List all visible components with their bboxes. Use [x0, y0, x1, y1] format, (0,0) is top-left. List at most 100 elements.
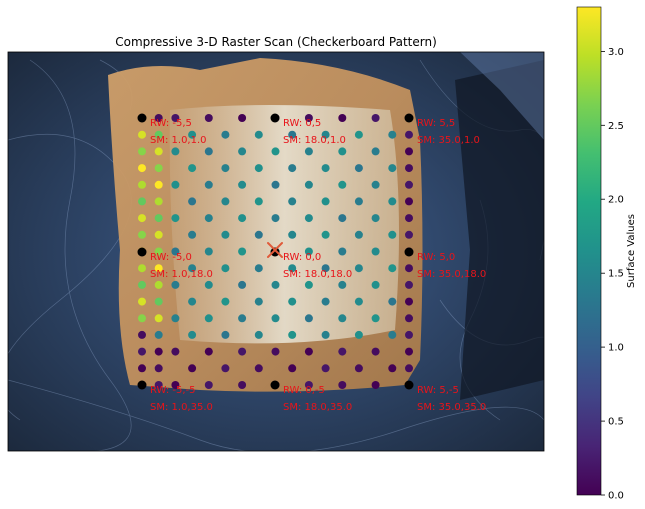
scatter-point — [405, 330, 413, 339]
scatter-point — [371, 347, 380, 356]
reference-marker-dot — [137, 380, 147, 390]
scatter-point — [154, 214, 163, 223]
scatter-point — [321, 230, 330, 239]
scatter-point — [171, 180, 180, 189]
scatter-point — [338, 347, 347, 356]
scatter-point — [238, 180, 247, 189]
scatter-point — [154, 381, 163, 389]
chart-title: Compressive 3-D Raster Scan (Checkerboar… — [115, 35, 437, 49]
reference-marker: RW: -5,0 SM: 1.0,18.0 — [137, 247, 213, 280]
scatter-point — [188, 330, 197, 339]
scatter-point — [254, 297, 263, 306]
reference-label-rw: RW: -5,-5 — [150, 385, 196, 396]
colorbar-tick-label: 2.5 — [608, 121, 624, 132]
scatter-point — [304, 247, 313, 256]
scatter-point — [204, 147, 213, 156]
scatter-point — [288, 330, 297, 339]
scatter-point — [304, 280, 313, 289]
scatter-point — [154, 347, 163, 356]
colorbar: 0.0 0.5 1.0 1.5 2.0 2.5 3.0 Surface Values — [576, 6, 637, 502]
scatter-point — [371, 180, 380, 189]
scatter-point — [204, 114, 213, 122]
reference-label-sm: SM: 1.0,18.0 — [150, 269, 213, 280]
scatter-point — [171, 314, 180, 323]
scatter-point — [288, 264, 297, 273]
scatter-point — [388, 297, 397, 306]
scatter-point — [338, 214, 347, 223]
reference-label-sm: SM: 35.0,18.0 — [417, 269, 486, 280]
scatter-point — [238, 214, 247, 223]
reference-marker-dot — [137, 247, 147, 257]
scatter-point — [221, 230, 230, 239]
scatter-point — [188, 297, 197, 306]
scatter-point — [354, 164, 363, 173]
colorbar-label: Surface Values — [626, 214, 637, 288]
scatter-point — [405, 280, 413, 289]
scatter-point — [304, 381, 313, 389]
scatter-point — [204, 280, 213, 289]
scatter-point — [154, 130, 163, 139]
reference-label-rw: RW: 5,-5 — [417, 385, 459, 396]
scatter-point — [138, 364, 146, 373]
scatter-point — [271, 180, 280, 189]
scatter-point — [354, 130, 363, 139]
scatter-point — [321, 197, 330, 206]
scatter-point — [321, 130, 330, 139]
scatter-point — [254, 197, 263, 206]
reference-markers: RW: -5,5SM: 1.0,1.0RW: 0,5SM: 18.0,1.0RW… — [137, 113, 486, 413]
scatter-point — [154, 297, 163, 306]
colorbar-gradient — [576, 6, 602, 496]
scatter-point — [221, 197, 230, 206]
scatter-point — [254, 130, 263, 139]
scatter-point — [371, 147, 380, 156]
reference-marker: RW: 0,-5 SM: 18.0,35.0 — [270, 380, 352, 413]
scatter-point — [188, 264, 197, 273]
scatter-point — [154, 364, 163, 373]
scatter-point — [405, 147, 413, 156]
scatter-point — [238, 247, 247, 256]
scatter-point — [405, 197, 413, 206]
reference-marker-dot — [404, 380, 414, 390]
substrate-shadow — [455, 60, 544, 400]
scatter-point — [371, 114, 380, 122]
scatter-point — [171, 381, 180, 389]
scatter-point — [371, 381, 380, 389]
reference-label-sm: SM: 18.0,1.0 — [283, 135, 346, 146]
scatter-point — [188, 364, 197, 373]
reference-marker-dot — [270, 380, 280, 390]
scatter-point — [221, 164, 230, 173]
reference-label-sm: SM: 1.0,1.0 — [150, 135, 207, 146]
reference-marker: RW: 5,5 SM: 35.0,1.0 — [404, 113, 480, 146]
scatter-point — [171, 347, 180, 356]
scatter-point — [321, 164, 330, 173]
reference-label-rw: RW: -5,5 — [150, 118, 192, 129]
scatter-point — [271, 214, 280, 223]
scatter-point — [388, 197, 397, 206]
reference-marker-dot — [404, 113, 414, 123]
scatter-point — [405, 164, 413, 173]
scatter-point — [288, 130, 297, 139]
scatter-point — [238, 381, 247, 389]
scatter-point — [238, 147, 247, 156]
scatter-point — [304, 347, 313, 356]
scatter-point — [138, 130, 146, 139]
scatter-point — [321, 297, 330, 306]
scatter-point — [154, 330, 163, 339]
scatter-point — [388, 230, 397, 239]
scatter-point — [204, 314, 213, 323]
plot-frame — [7, 51, 545, 452]
scatter-point — [388, 330, 397, 339]
scatter-point — [354, 230, 363, 239]
scatter-point — [188, 197, 197, 206]
scatter-point — [321, 330, 330, 339]
scatter-point — [138, 264, 146, 273]
plot-area — [8, 52, 544, 451]
scatter-point — [154, 147, 163, 156]
scatter-point — [171, 247, 180, 256]
scatter-point — [138, 164, 146, 173]
colorbar-tick-label: 3.0 — [608, 47, 624, 58]
reference-label-sm: SM: 1.0,35.0 — [150, 402, 213, 413]
scatter-point — [405, 214, 413, 223]
scatter-point — [204, 347, 213, 356]
